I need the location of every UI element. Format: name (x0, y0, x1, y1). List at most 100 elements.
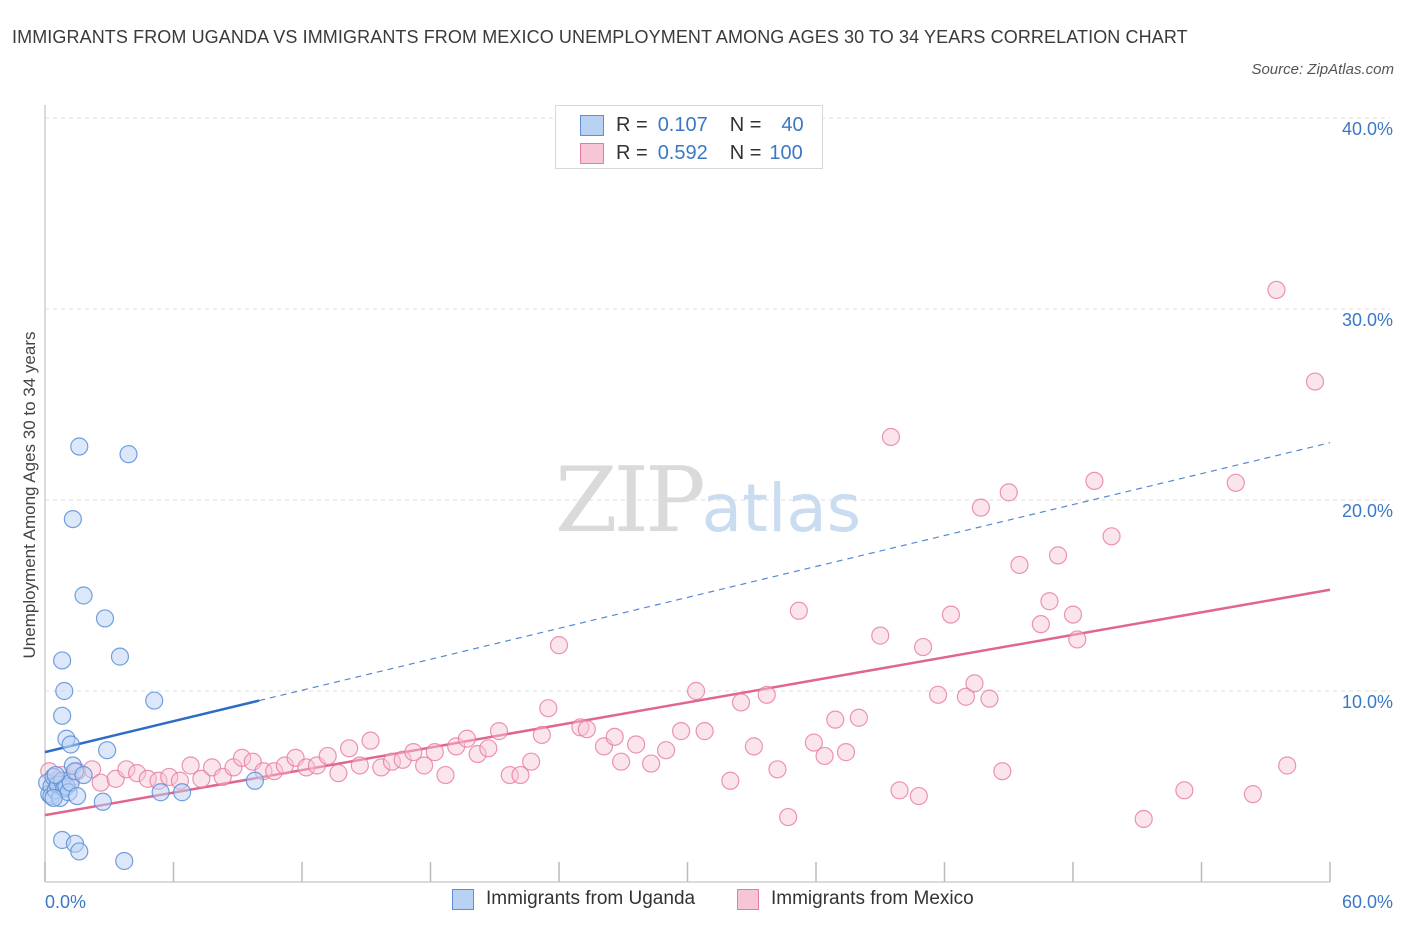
uganda-point (172, 783, 192, 802)
y-tick-label: 30.0% (1342, 310, 1393, 330)
bottom-legend-mexico: Immigrants from Mexico (737, 888, 974, 910)
mexico-point (489, 722, 509, 741)
mexico-point (577, 720, 596, 739)
y-tick-label: 10.0% (1342, 692, 1393, 712)
tick-labels: 10.0% 20.0% 30.0% 40.0% 0.0% 60.0% (45, 119, 1393, 912)
bottom-uganda-swatch (452, 888, 474, 910)
mexico-point (612, 752, 631, 771)
bottom-uganda-label: Immigrants from Uganda (486, 888, 696, 909)
x-tick-label-max: 60.0% (1342, 892, 1393, 912)
uganda-n-value: 40 (781, 114, 804, 136)
mexico-point (731, 693, 751, 712)
mexico-point (871, 626, 890, 645)
mexico-point (1085, 471, 1104, 490)
mexico-point (532, 725, 551, 745)
mexico-point (1134, 809, 1153, 829)
mexico-point (511, 765, 530, 785)
source-label: Source: ZipAtlas.com (1251, 61, 1394, 78)
correlation-legend: R = 0.107 N = 40 R = 0.592 N = 100 (555, 105, 823, 169)
mexico-point (340, 739, 359, 758)
uganda-swatch (580, 114, 604, 136)
mexico-point (1102, 527, 1121, 546)
mexico-point (232, 748, 252, 767)
uganda-trend-line (44, 699, 260, 754)
uganda-point (61, 735, 80, 754)
mexico-point (909, 786, 928, 806)
bottom-mexico-label: Immigrants from Mexico (771, 888, 974, 909)
mexico-point (757, 685, 776, 704)
mexico-point (500, 765, 519, 785)
mexico-point (941, 605, 961, 624)
uganda-point (63, 509, 82, 529)
uganda-point (110, 647, 130, 666)
mexico-point (127, 764, 147, 783)
mexico-point (549, 636, 569, 655)
mexico-point (539, 699, 558, 718)
mexico-point (91, 773, 110, 792)
mexico-point (768, 760, 787, 779)
legend-row-mexico: R = 0.592 N = 100 (580, 138, 803, 168)
mexico-trend-line (44, 588, 1331, 817)
mexico-point (160, 767, 179, 787)
mexico-r-value: 0.592 (657, 142, 708, 164)
mexico-point (1175, 781, 1194, 800)
mexico-point (1267, 280, 1286, 299)
mexico-r-label: R = (616, 142, 648, 164)
mexico-point (744, 737, 763, 756)
uganda-point (119, 445, 138, 464)
mexico-point (117, 760, 136, 779)
mexico-point (361, 731, 380, 750)
uganda-point (70, 437, 89, 456)
uganda-point (74, 586, 93, 605)
bottom-mexico-swatch (737, 888, 759, 910)
uganda-point (245, 771, 264, 790)
watermark-atlas: atlas (701, 470, 862, 547)
axes (44, 105, 1331, 883)
mexico-point (641, 754, 661, 773)
mexico-point (999, 483, 1018, 502)
uganda-trend-dashed (259, 442, 1331, 702)
uganda-point (145, 691, 164, 710)
mexico-point (479, 739, 498, 758)
mexico-point (928, 685, 948, 704)
mexico-point (695, 722, 714, 741)
legend-row-uganda: R = 0.107 N = 40 (580, 110, 804, 140)
uganda-point (55, 681, 74, 701)
mexico-point (350, 756, 369, 775)
mexico-point (956, 687, 976, 706)
mexico-point (265, 762, 284, 781)
mexico-point (1031, 615, 1050, 634)
x-tick-label-min: 0.0% (45, 892, 86, 912)
mexico-n-label: N = (729, 142, 762, 164)
uganda-point (70, 842, 89, 861)
uganda-point (53, 706, 72, 725)
mexico-point (826, 710, 845, 729)
uganda-point (115, 851, 134, 871)
mexico-point (721, 771, 740, 790)
mexico-point (815, 746, 834, 766)
mexico-point (181, 756, 200, 775)
mexico-point (1243, 785, 1263, 804)
mexico-point (1010, 555, 1029, 575)
mexico-point (404, 743, 423, 762)
chart-title: IMMIGRANTS FROM UGANDA VS IMMIGRANTS FRO… (12, 27, 1188, 47)
uganda-point (151, 783, 170, 802)
mexico-point (318, 746, 337, 766)
mexico-point (980, 689, 999, 708)
data-points (38, 280, 1325, 871)
mexico-point (913, 637, 933, 657)
uganda-point (46, 765, 65, 785)
grid-lines (45, 117, 1390, 692)
mexico-point (436, 765, 455, 785)
mexico-point (522, 752, 541, 771)
uganda-point (74, 765, 93, 785)
mexico-point (192, 769, 211, 788)
mexico-point (626, 735, 646, 754)
mexico-swatch (580, 142, 604, 164)
uganda-point (93, 792, 112, 811)
mexico-point (468, 744, 487, 764)
mexico-point (571, 718, 590, 737)
mexico-point (425, 743, 444, 762)
bottom-legend-uganda: Immigrants from Uganda (452, 888, 695, 910)
